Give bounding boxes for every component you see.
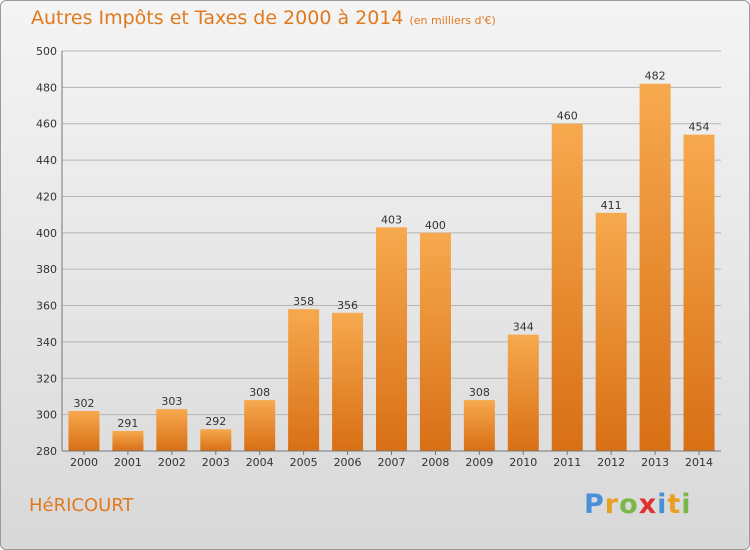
data-label: 400 <box>425 219 446 232</box>
bar <box>244 400 276 451</box>
x-tick-label: 2009 <box>465 456 493 469</box>
bars: 302 291 303 292 308 358 356 403 400 308 344 460 411 4… <box>68 70 715 452</box>
x-tick-label: 2010 <box>509 456 537 469</box>
y-tick-label: 500 <box>36 45 57 58</box>
y-tick-label: 460 <box>36 118 57 131</box>
y-tick-label: 360 <box>36 300 57 313</box>
chart-title: Autres Impôts et Taxes de 2000 à 2014 (en… <box>31 7 496 29</box>
bar <box>463 400 495 451</box>
x-tick-label: 2004 <box>246 456 274 469</box>
y-tick-label: 480 <box>36 81 57 94</box>
bar <box>419 232 451 451</box>
y-tick-label: 440 <box>36 154 57 167</box>
bar <box>639 83 671 452</box>
y-tick-label: 380 <box>36 263 57 276</box>
x-tick-label: 2007 <box>378 456 406 469</box>
bar <box>683 134 715 452</box>
data-label: 411 <box>601 199 622 212</box>
proxiti-logo: Proxiti <box>584 489 692 520</box>
data-label: 358 <box>293 295 314 308</box>
x-tick-label: 2011 <box>553 456 581 469</box>
y-tick-label: 280 <box>36 445 57 458</box>
y-tick-label: 320 <box>36 372 57 385</box>
data-label: 356 <box>337 299 358 312</box>
chart-title-text: Autres Impôts et Taxes de 2000 à 2014 <box>31 7 404 29</box>
x-tick-label: 2005 <box>290 456 318 469</box>
x-tick-label: 2012 <box>597 456 625 469</box>
x-tick-label: 2006 <box>334 456 362 469</box>
data-label: 454 <box>689 121 710 134</box>
bar <box>68 411 100 451</box>
bar <box>595 212 627 451</box>
logo-letter: x <box>638 489 658 520</box>
logo-letter: t <box>667 489 682 520</box>
logo-letter: i <box>657 489 668 520</box>
data-label: 303 <box>161 395 182 408</box>
data-label: 344 <box>513 321 534 334</box>
logo-letter: r <box>604 489 620 520</box>
x-tick-label: 2003 <box>202 456 230 469</box>
data-label: 482 <box>645 70 666 83</box>
y-tick-label: 420 <box>36 190 57 203</box>
data-label: 291 <box>117 417 138 430</box>
x-tick-label: 2013 <box>641 456 669 469</box>
logo-letter: P <box>584 489 605 520</box>
y-tick-label: 400 <box>36 227 57 240</box>
y-tick-label: 300 <box>36 409 57 422</box>
bar <box>332 312 364 451</box>
chart-unit: (en milliers d'€) <box>409 14 496 27</box>
bar <box>288 309 320 451</box>
data-label: 308 <box>249 386 270 399</box>
logo-letter: o <box>619 489 639 520</box>
x-tick-label: 2008 <box>421 456 449 469</box>
data-label: 403 <box>381 213 402 226</box>
bar <box>200 429 232 451</box>
y-tick-label: 340 <box>36 336 57 349</box>
bar <box>156 409 188 451</box>
bar <box>376 227 407 451</box>
x-tick-label: 2002 <box>158 456 186 469</box>
x-tick-label: 2000 <box>70 456 98 469</box>
data-label: 308 <box>469 386 490 399</box>
data-label: 302 <box>73 397 94 410</box>
x-tick-label: 2014 <box>685 456 713 469</box>
axes: 280 300 320 340 360 380 400 420 440 460 480 500 2000… <box>36 45 721 469</box>
logo-letter: i <box>681 489 692 520</box>
bar <box>507 334 539 451</box>
place-name: HéRICOURT <box>29 495 134 516</box>
bar <box>112 431 144 451</box>
bar <box>551 123 583 452</box>
data-label: 292 <box>205 415 226 428</box>
x-tick-label: 2001 <box>114 456 142 469</box>
data-label: 460 <box>557 110 578 123</box>
